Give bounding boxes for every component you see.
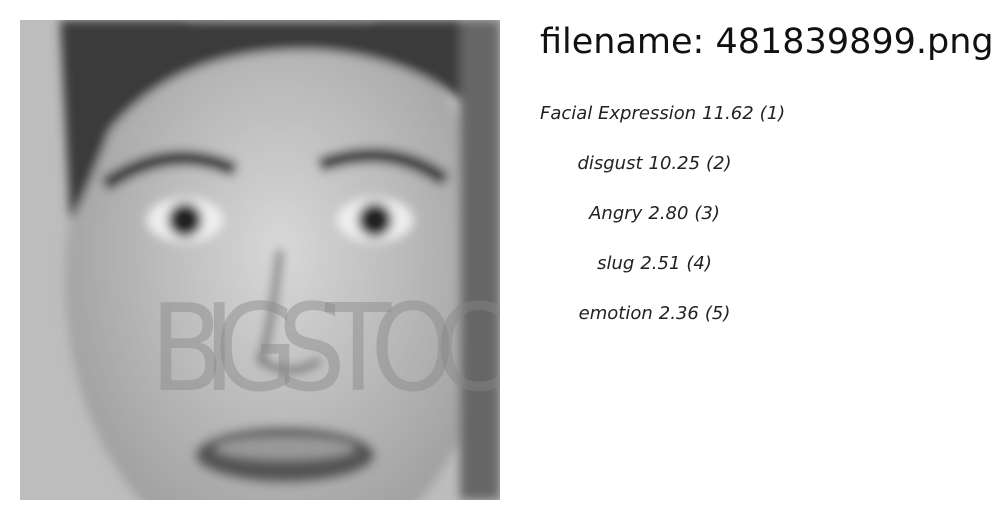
result-label: Facial Expression xyxy=(540,103,697,124)
result-label: emotion xyxy=(578,303,653,324)
result-row: Angry 2.80 (3) xyxy=(540,203,775,224)
result-rank: (1) xyxy=(759,103,786,124)
result-score: 2.36 xyxy=(658,303,699,324)
result-row: slug 2.51 (4) xyxy=(540,253,775,274)
watermark: BIGSTOC xyxy=(150,280,500,419)
result-rank: (3) xyxy=(694,203,720,224)
result-row: Facial Expression 11.62 (1) xyxy=(540,103,785,124)
result-label: slug xyxy=(597,253,635,274)
result-label: Angry xyxy=(589,203,643,224)
face-image: BIGSTOC xyxy=(20,20,500,500)
result-score: 10.25 xyxy=(648,153,701,174)
result-row: emotion 2.36 (5) xyxy=(540,303,775,324)
filename-title: filename: 481839899.png xyxy=(540,22,994,62)
result-label: disgust xyxy=(577,153,643,174)
result-rank: (4) xyxy=(686,253,712,274)
result-rank: (5) xyxy=(704,303,731,324)
result-score: 2.80 xyxy=(648,203,689,224)
result-rank: (2) xyxy=(706,153,732,174)
result-score: 2.51 xyxy=(640,253,681,274)
result-row: disgust 10.25 (2) xyxy=(540,153,775,174)
result-score: 11.62 xyxy=(702,103,754,124)
